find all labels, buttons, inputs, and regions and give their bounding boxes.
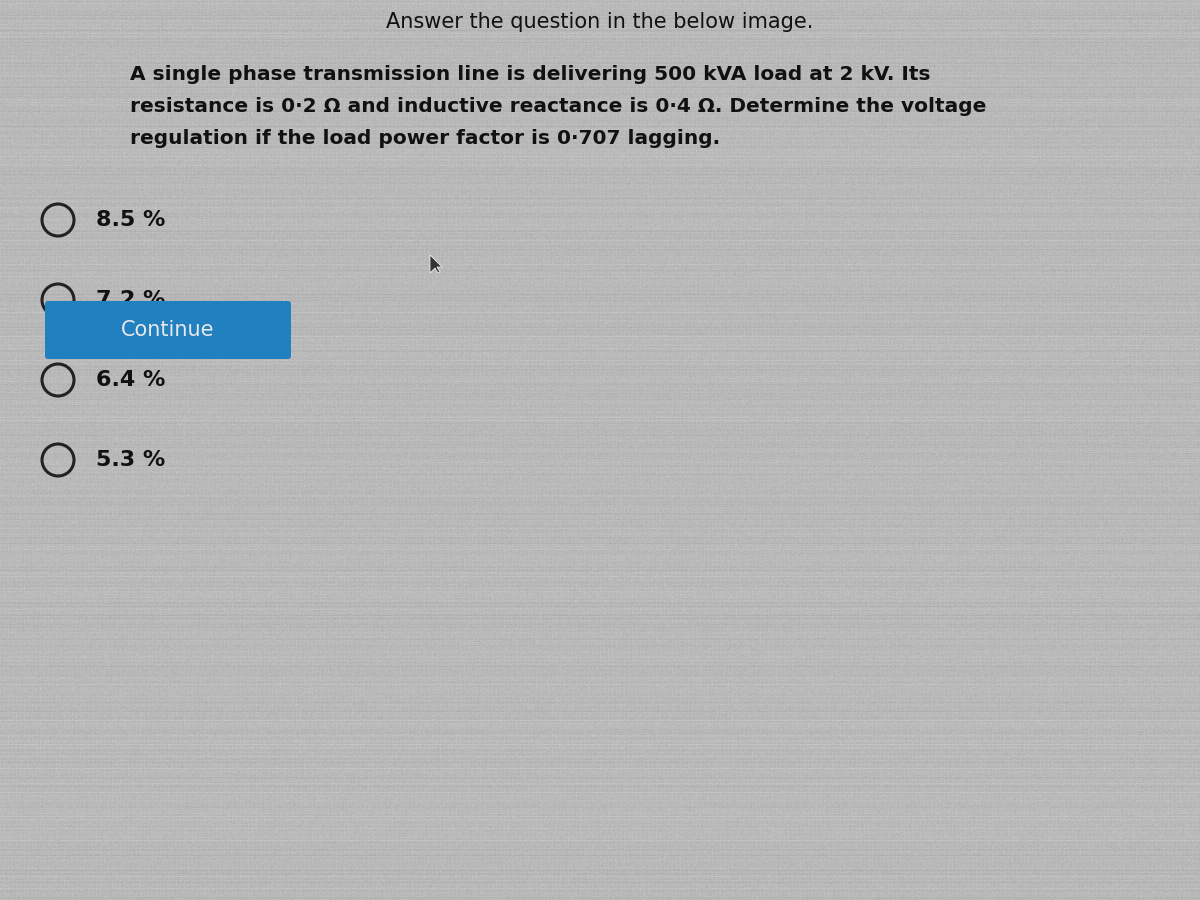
Text: Continue: Continue (121, 320, 215, 340)
Text: resistance is 0·2 Ω and inductive reactance is 0·4 Ω. Determine the voltage: resistance is 0·2 Ω and inductive reacta… (130, 97, 986, 116)
Text: 8.5 %: 8.5 % (96, 210, 166, 230)
FancyBboxPatch shape (46, 301, 292, 359)
Text: 6.4 %: 6.4 % (96, 370, 166, 390)
Text: Answer the question in the below image.: Answer the question in the below image. (386, 12, 814, 32)
Text: regulation if the load power factor is 0·707 lagging.: regulation if the load power factor is 0… (130, 129, 720, 148)
Text: 7.2 %: 7.2 % (96, 290, 166, 310)
Text: A single phase transmission line is delivering 500 kVA load at 2 kV. Its: A single phase transmission line is deli… (130, 65, 930, 84)
Text: 5.3 %: 5.3 % (96, 450, 166, 470)
Polygon shape (430, 255, 442, 273)
